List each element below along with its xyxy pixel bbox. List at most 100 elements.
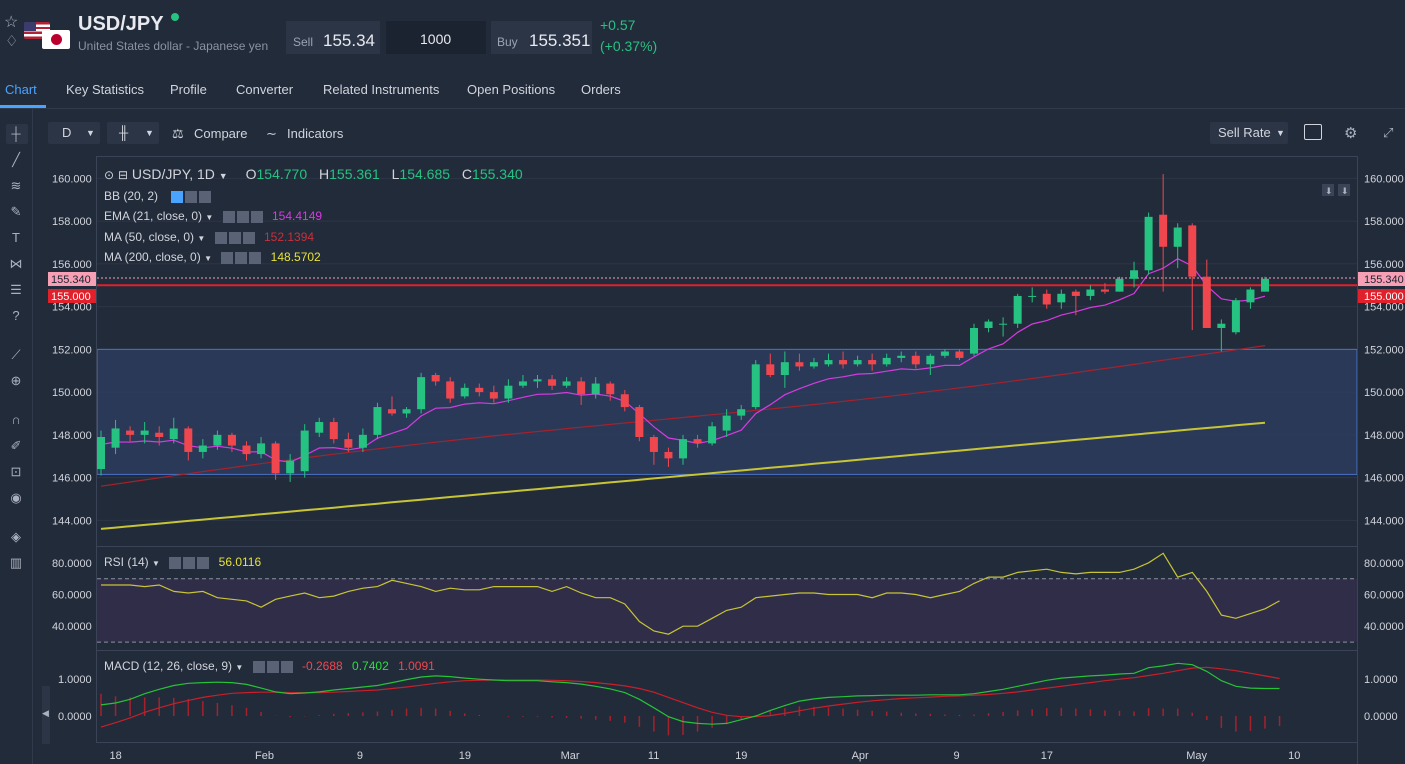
eye-icon[interactable] xyxy=(252,660,265,673)
gear-icon[interactable] xyxy=(235,251,248,264)
scroll-down-button[interactable] xyxy=(1322,184,1334,196)
macd-signal-line xyxy=(100,666,1280,728)
chart-type-select[interactable]: ╫ ▼ xyxy=(107,122,159,144)
quantity-input[interactable] xyxy=(386,21,486,54)
time-axis[interactable]: 18 Feb 9 19 Mar 11 19 Apr 9 17 May 10 xyxy=(110,750,1301,762)
ema-label[interactable]: EMA (21, close, 0) xyxy=(104,209,203,223)
compare-button[interactable]: Compare xyxy=(194,126,248,141)
lock-drawing-icon[interactable]: ✐ xyxy=(10,438,22,453)
macd-tick-label-left: 0.0000 xyxy=(58,711,92,723)
hide-icon[interactable]: ⊟ xyxy=(117,168,129,182)
tab-converter[interactable]: Converter xyxy=(236,82,294,97)
gear-icon[interactable]: ⚙ xyxy=(1344,125,1358,142)
high-label: H xyxy=(319,166,330,182)
interval-select[interactable]: D ▼ xyxy=(48,122,100,144)
compare-icon[interactable]: ⚖ xyxy=(172,126,184,141)
help-icon[interactable]: ? xyxy=(12,308,20,323)
ruler-icon[interactable]: ⟋ xyxy=(11,347,21,362)
rsi-label[interactable]: RSI (14) xyxy=(104,555,149,569)
crosshair-tool-bg xyxy=(6,124,28,144)
chevron-down-icon[interactable]: ▼ xyxy=(218,171,228,181)
ma50-value: 152.1394 xyxy=(264,230,315,244)
indicators-button[interactable]: Indicators xyxy=(287,126,344,141)
settings-icon[interactable] xyxy=(171,190,184,203)
ma200-label[interactable]: MA (200, close, 0) xyxy=(104,250,201,264)
eye-icon[interactable] xyxy=(214,231,227,244)
tab-open-positions[interactable]: Open Positions xyxy=(467,82,556,97)
collapse-legend-icon[interactable]: ⊙ xyxy=(104,168,115,182)
ma50-label[interactable]: MA (50, close, 0) xyxy=(104,230,195,244)
close-icon[interactable] xyxy=(249,251,262,264)
text-icon[interactable]: T xyxy=(12,230,20,245)
macd-line xyxy=(100,662,1280,725)
lock-icon[interactable]: ⊡ xyxy=(10,464,22,479)
change-absolute: +0.57 xyxy=(600,17,636,33)
tab-orders[interactable]: Orders xyxy=(581,82,621,97)
tab-related-instruments[interactable]: Related Instruments xyxy=(323,82,440,97)
candle-body xyxy=(897,355,906,358)
trendline-icon[interactable]: ╱ xyxy=(12,152,20,167)
price-axis[interactable]: 160.000 160.000 158.000 158.000 156.000 156.0… xyxy=(52,173,1404,723)
eye-icon[interactable] xyxy=(169,556,182,569)
open-value: 154.770 xyxy=(256,166,308,182)
pattern-icon[interactable]: ⋈ xyxy=(9,256,23,271)
fullscreen-frame-icon[interactable] xyxy=(1304,124,1322,140)
eye-icon[interactable] xyxy=(221,251,234,264)
chevron-down-icon[interactable]: ▼ xyxy=(152,559,160,568)
close-icon[interactable] xyxy=(199,190,212,203)
candle-body xyxy=(1188,225,1197,277)
candle-body xyxy=(1028,295,1037,297)
legend-title[interactable]: USD/JPY, 1D xyxy=(131,166,215,182)
forecast-icon[interactable]: ☰ xyxy=(10,282,22,297)
tab-chart[interactable]: Chart xyxy=(5,82,37,97)
close-icon[interactable] xyxy=(250,210,263,223)
scroll-up-button[interactable] xyxy=(1338,184,1350,196)
layers-icon[interactable]: ◈ xyxy=(11,529,21,544)
active-tab-indicator xyxy=(0,105,46,108)
chevron-down-icon[interactable]: ▼ xyxy=(204,254,212,263)
zoom-icon[interactable]: ⊕ xyxy=(10,373,22,388)
gear-icon[interactable] xyxy=(183,556,196,569)
tab-key-statistics[interactable]: Key Statistics xyxy=(66,82,145,97)
eye-icon[interactable] xyxy=(222,210,235,223)
alert-icon[interactable]: ♢ xyxy=(5,33,19,50)
candle-body xyxy=(300,430,309,472)
buy-label: Buy xyxy=(497,35,518,49)
candle-body xyxy=(198,445,207,452)
chevron-down-icon[interactable]: ▼ xyxy=(205,213,214,222)
gear-icon[interactable] xyxy=(185,190,198,203)
candle-body xyxy=(1130,270,1139,279)
bb-label[interactable]: BB (20, 2) xyxy=(104,189,159,203)
sell-button[interactable] xyxy=(286,21,380,54)
rate-select[interactable]: Sell Rate ▼ xyxy=(1210,122,1288,144)
close-icon[interactable] xyxy=(197,556,210,569)
brush-icon[interactable]: ✎ xyxy=(10,204,22,219)
macd-label[interactable]: MACD (12, 26, close, 9) xyxy=(104,659,233,673)
macd-line-value: 0.7402 xyxy=(352,659,389,673)
fib-icon[interactable]: ≋ xyxy=(10,178,22,193)
close-icon[interactable] xyxy=(280,660,293,673)
tab-profile[interactable]: Profile xyxy=(170,82,207,97)
buy-button[interactable] xyxy=(491,21,592,54)
close-icon[interactable] xyxy=(242,231,255,244)
eye-icon[interactable]: ◉ xyxy=(10,490,22,505)
indicators-icon[interactable]: ∼ xyxy=(266,126,277,141)
sell-label: Sell xyxy=(293,35,314,49)
candlestick-icon: ╫ xyxy=(119,125,129,140)
magnet-icon[interactable]: ∩ xyxy=(11,412,21,427)
gear-icon[interactable] xyxy=(228,231,241,244)
crosshair-icon[interactable]: ┼ xyxy=(11,126,21,141)
collapse-panel-handle[interactable] xyxy=(42,686,50,744)
star-icon[interactable]: ☆ xyxy=(4,14,19,31)
expand-icon[interactable]: ⤢ xyxy=(1383,125,1394,140)
trash-icon[interactable]: ▥ xyxy=(9,555,23,570)
gear-icon[interactable] xyxy=(236,210,249,223)
chart-legend: ⊙ ⊟ USD/JPY, 1D ▼ O154.770 H155.361 L154… xyxy=(104,166,523,182)
market-open-indicator xyxy=(171,13,179,21)
chevron-down-icon[interactable]: ▼ xyxy=(235,663,244,672)
chevron-down-icon[interactable]: ▼ xyxy=(197,234,206,243)
gear-icon[interactable] xyxy=(266,660,279,673)
candle-body xyxy=(766,364,775,376)
price-tick-label-right: 152.000 xyxy=(1364,344,1404,356)
